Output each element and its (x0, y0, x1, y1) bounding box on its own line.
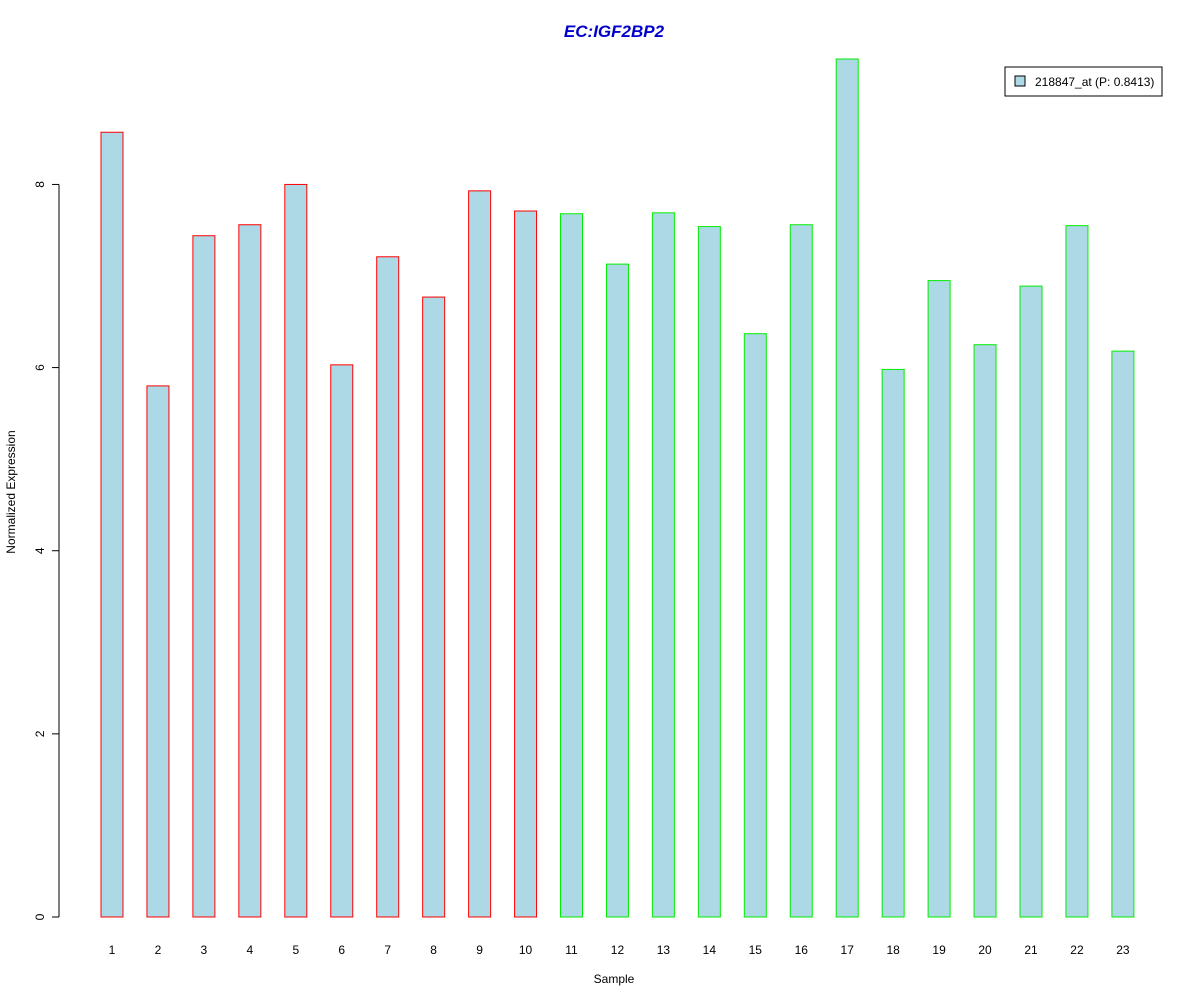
y-tick-label: 6 (33, 364, 47, 371)
x-tick-label: 14 (703, 943, 717, 957)
bar-sample-7 (376, 256, 400, 918)
bar-sample-23 (1111, 350, 1135, 918)
x-tick-label: 13 (657, 943, 671, 957)
x-tick-label: 6 (338, 943, 345, 957)
bar-sample-1 (100, 131, 124, 918)
x-tick-label: 20 (978, 943, 992, 957)
x-tick-label: 7 (384, 943, 391, 957)
bar-sample-12 (605, 263, 629, 918)
x-tick-label: 23 (1116, 943, 1130, 957)
bar-sample-16 (789, 224, 813, 918)
y-tick-label: 2 (33, 730, 47, 737)
x-tick-label: 12 (611, 943, 625, 957)
x-tick-label: 1 (109, 943, 116, 957)
y-tick-label: 8 (33, 181, 47, 188)
bar-sample-11 (560, 213, 583, 918)
bar-sample-2 (146, 385, 170, 918)
legend-label: 218847_at (P: 0.8413) (1035, 75, 1154, 89)
legend-swatch (1014, 75, 1026, 87)
x-tick-label: 17 (841, 943, 855, 957)
x-tick-label: 15 (749, 943, 763, 957)
bar-sample-15 (743, 333, 767, 918)
y-tick-label: 0 (33, 913, 47, 920)
x-tick-label: 11 (565, 943, 578, 957)
bar-sample-14 (697, 226, 721, 918)
x-tick-label: 10 (519, 943, 533, 957)
y-axis-label: Normalized Expression (4, 430, 18, 553)
bar-sample-22 (1065, 225, 1089, 918)
x-tick-label: 16 (795, 943, 809, 957)
chart-title: EC:IGF2BP2 (564, 22, 665, 41)
bar-sample-20 (973, 344, 997, 918)
x-tick-label: 3 (201, 943, 208, 957)
bar-sample-5 (284, 183, 308, 918)
x-tick-labels: 1 2 3 4 5 6 7 8 9 10 11 12 13 14 15 16 17 18 19 20 21 22 23 (109, 943, 1130, 957)
y-tick-label: 4 (33, 547, 47, 554)
bar-sample-17 (835, 58, 859, 918)
x-tick-label: 9 (476, 943, 483, 957)
bar-sample-9 (468, 190, 492, 918)
x-tick-label: 4 (247, 943, 254, 957)
bar-sample-21 (1019, 285, 1043, 918)
x-tick-label: 8 (430, 943, 437, 957)
bar-sample-3 (192, 235, 216, 918)
legend-box (1004, 66, 1163, 97)
y-axis: 0 2 4 6 8 (33, 181, 60, 920)
bar-sample-8 (422, 296, 446, 918)
bar-sample-10 (514, 210, 538, 918)
bar-sample-18 (881, 368, 905, 918)
x-axis-label: Sample (594, 972, 635, 986)
x-tick-label: 19 (932, 943, 946, 957)
x-tick-label: 18 (886, 943, 900, 957)
legend: 218847_at (P: 0.8413) (1004, 66, 1163, 97)
x-tick-label: 2 (155, 943, 162, 957)
bar-sample-4 (238, 224, 262, 918)
x-tick-label: 21 (1024, 943, 1038, 957)
bar-sample-6 (330, 364, 354, 918)
x-tick-label: 5 (292, 943, 299, 957)
bar-sample-19 (927, 280, 951, 918)
bars-group (100, 58, 1135, 918)
x-tick-label: 22 (1070, 943, 1084, 957)
bar-sample-13 (651, 212, 675, 918)
